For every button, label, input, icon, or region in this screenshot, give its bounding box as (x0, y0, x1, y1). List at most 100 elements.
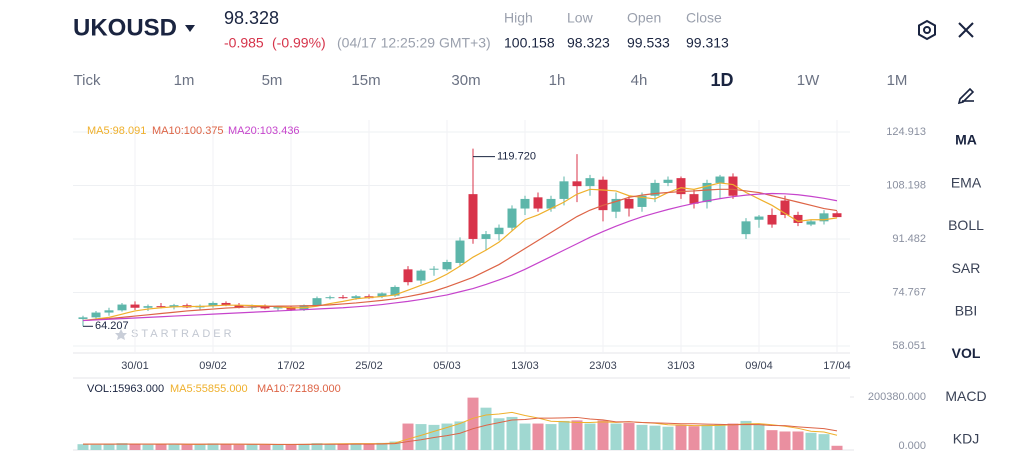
volume-bar (506, 416, 518, 450)
watermark-text: STARTRADER (131, 328, 235, 340)
candle-body (130, 304, 140, 308)
volume-bar (688, 426, 700, 450)
candle-body (208, 302, 218, 306)
ma-legend: MA10:100.375 (152, 125, 224, 137)
symbol[interactable]: UKOUSD (73, 14, 177, 41)
volume-bar (818, 434, 830, 450)
timeframe-tab[interactable]: 1m (174, 72, 195, 89)
candle-body (455, 240, 465, 263)
ma-line (82, 182, 838, 322)
candle-body (780, 200, 790, 215)
volume-bar (168, 444, 180, 450)
candle-body (338, 297, 348, 299)
settings-icon[interactable] (918, 19, 936, 41)
candle-body (806, 221, 816, 225)
timeframe-tab[interactable]: 15m (351, 72, 380, 89)
candle-body (78, 317, 88, 319)
timeframe-tab[interactable]: Tick (74, 72, 101, 89)
x-tick-label: 23/03 (589, 360, 617, 372)
candle-body (325, 297, 335, 299)
x-tick-label: 13/03 (511, 360, 539, 372)
candle-body (143, 306, 153, 308)
stat-label: Close (686, 10, 722, 26)
draw-icon[interactable] (957, 87, 975, 105)
stat-value: 100.158 (504, 35, 555, 51)
change: -0.985 (224, 35, 264, 51)
timeframe-tab[interactable]: 1D (710, 70, 733, 90)
volume-bar (207, 443, 219, 450)
volume-bar (324, 443, 336, 450)
volume-bar (584, 423, 596, 450)
volume-bar (181, 444, 193, 450)
min-label: 64.207 (95, 320, 129, 332)
candle-body (689, 194, 699, 204)
close-icon[interactable] (958, 22, 974, 38)
candle-body (403, 269, 413, 283)
timeframe-tab[interactable]: 1M (887, 72, 908, 89)
x-tick-label: 17/04 (823, 360, 851, 372)
volume-bar (129, 444, 141, 450)
watermark: STARTRADER (115, 328, 235, 340)
candle-body (221, 302, 231, 306)
y-tick-label: 91.482 (892, 233, 926, 245)
volume-bar (246, 444, 258, 450)
volume-ma-legend: MA5:55855.000 (170, 383, 248, 395)
volume-bar (116, 443, 128, 450)
y-tick-label: 124.913 (886, 126, 926, 138)
symbol-dropdown[interactable] (185, 25, 195, 32)
volume-bar (675, 424, 687, 450)
candle-body (637, 195, 647, 207)
candle-body (585, 178, 595, 187)
indicator-tab[interactable]: MACD (945, 388, 986, 404)
indicator-tab[interactable]: BBI (955, 303, 978, 319)
candle-body (351, 296, 361, 299)
volume-bar (194, 444, 206, 450)
volume-bar (519, 423, 531, 450)
timeframe-tab[interactable]: 1W (797, 72, 820, 89)
timeframe-tab[interactable]: 4h (631, 72, 648, 89)
candle-body (104, 310, 114, 313)
candle-body (598, 179, 608, 211)
candle-body (676, 178, 686, 195)
indicator-tab[interactable]: SAR (952, 260, 981, 276)
timeframe-tab[interactable]: 1h (549, 72, 566, 89)
candle-body (481, 234, 491, 239)
candle-body (156, 306, 166, 308)
candle-body (468, 194, 478, 239)
volume-bar (636, 424, 648, 450)
indicator-tab[interactable]: BOLL (948, 217, 984, 233)
stat-label: Low (567, 10, 594, 26)
volume-bar (779, 431, 791, 450)
candle-body (390, 286, 400, 296)
timeframe-tab[interactable]: 30m (451, 72, 480, 89)
indicator-tab[interactable]: EMA (951, 174, 982, 190)
volume-bar (740, 420, 752, 450)
indicator-tab[interactable]: MA (955, 132, 977, 148)
candle-body (117, 304, 127, 311)
y-tick-label: 58.051 (892, 340, 926, 352)
y-tick-label: 108.198 (886, 179, 926, 191)
volume-bar (467, 397, 479, 450)
change-pct: (-0.99%) (272, 35, 326, 51)
candle-body (494, 227, 504, 235)
candle-body (741, 221, 751, 235)
candle-body (416, 270, 426, 281)
candle-body (533, 197, 543, 209)
candle-body (312, 298, 322, 306)
volume-bar (610, 423, 622, 450)
timeframe-tab[interactable]: 5m (262, 72, 283, 89)
x-tick-label: 09/02 (199, 360, 227, 372)
stat-value: 98.323 (567, 35, 610, 51)
volume-bar (480, 407, 492, 450)
volume-bar (454, 421, 466, 450)
candle-body (754, 216, 764, 220)
indicator-tab[interactable]: KDJ (953, 431, 979, 447)
volume-ma-line (83, 416, 838, 445)
volume-bar (558, 420, 570, 450)
candle-body (572, 181, 582, 187)
candle-body (429, 268, 439, 270)
candle-body (546, 198, 556, 209)
price: 98.328 (224, 8, 279, 28)
indicator-tab[interactable]: VOL (952, 345, 981, 361)
volume-bar (805, 432, 817, 450)
